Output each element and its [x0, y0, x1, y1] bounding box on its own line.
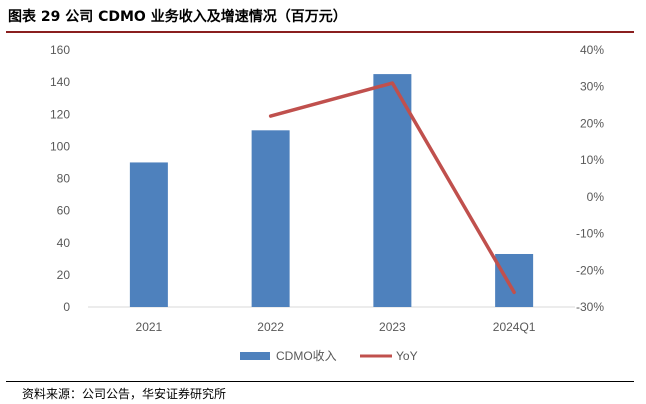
bar — [495, 253, 534, 307]
right-tick-label: -30% — [576, 300, 604, 314]
x-tick-label: 2022 — [257, 320, 284, 334]
left-tick-label: 100 — [50, 139, 70, 153]
source-note: 资料来源：公司公告，华安证券研究所 — [22, 387, 227, 401]
right-axis-ticks: -30% -20% -10% 0% 10% 20% 30% 40% — [576, 43, 604, 314]
left-tick-label: 120 — [50, 107, 70, 121]
right-tick-label: 20% — [580, 116, 604, 130]
bar-series — [129, 74, 534, 307]
title-rule — [6, 31, 634, 33]
figure-title: 图表 29 公司 CDMO 业务收入及增速情况（百万元） — [8, 9, 347, 25]
left-tick-label: 80 — [57, 172, 71, 186]
x-tick-label: 2023 — [379, 320, 406, 334]
x-axis-ticks: 2021 2022 2023 2024Q1 — [136, 320, 536, 334]
x-tick-label: 2024Q1 — [493, 320, 536, 334]
right-tick-label: 10% — [580, 153, 604, 167]
right-tick-label: -20% — [576, 263, 604, 277]
right-tick-label: 40% — [580, 43, 604, 57]
legend-label-bar: CDMO收入 — [276, 349, 337, 363]
line-series — [268, 81, 516, 295]
left-tick-label: 160 — [50, 43, 70, 57]
left-tick-label: 60 — [57, 204, 71, 218]
legend: CDMO收入 YoY — [240, 349, 418, 363]
bar — [251, 130, 290, 307]
left-tick-label: 0 — [63, 300, 70, 314]
source-rule — [6, 381, 634, 382]
legend-swatch-bar — [240, 352, 270, 360]
legend-label-line: YoY — [396, 349, 418, 363]
x-tick-label: 2021 — [136, 320, 163, 334]
left-tick-label: 20 — [57, 268, 71, 282]
right-tick-label: 0% — [587, 190, 605, 204]
left-axis-ticks: 0 20 40 60 80 100 120 140 160 — [50, 43, 70, 314]
yoy-line — [268, 81, 516, 295]
left-tick-label: 140 — [50, 75, 70, 89]
bar — [373, 74, 412, 307]
right-tick-label: -10% — [576, 227, 604, 241]
chart: 0 20 40 60 80 100 120 140 160 -30% -20% -10% 0% 10% 2… — [50, 43, 604, 363]
left-tick-label: 40 — [57, 236, 71, 250]
right-tick-label: 30% — [580, 80, 604, 94]
bar — [129, 162, 168, 307]
